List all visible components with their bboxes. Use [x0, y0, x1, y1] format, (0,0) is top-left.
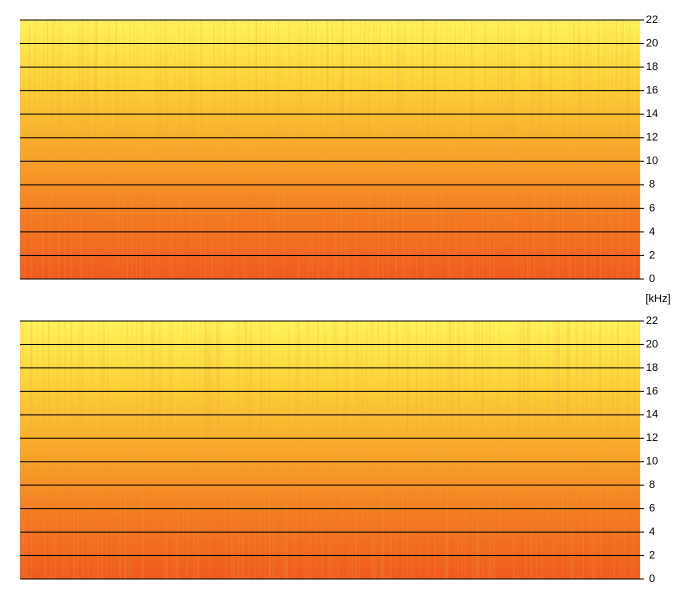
y-tick-label: 14: [646, 409, 658, 421]
spectrogram-texture: [20, 20, 640, 279]
y-tick-label: 18: [646, 362, 658, 374]
y-axis-unit: [kHz]: [645, 293, 670, 305]
y-tick-label: 10: [646, 456, 658, 468]
y-tick-label: 6: [649, 202, 655, 214]
y-tick-label: 0: [649, 273, 655, 285]
spectrogram-texture: [20, 321, 640, 579]
y-tick-label: 16: [646, 385, 658, 397]
y-tick-label: 22: [646, 14, 658, 26]
y-tick-label: 20: [646, 37, 658, 49]
y-tick-label: 4: [649, 526, 655, 538]
y-tick-label: 12: [646, 132, 658, 144]
y-tick-label: 8: [649, 479, 655, 491]
y-tick-label: 14: [646, 108, 658, 120]
y-tick-label: 22: [646, 315, 658, 327]
y-tick-label: 0: [649, 573, 655, 585]
y-tick-label: 2: [649, 549, 655, 561]
y-tick-label: 8: [649, 179, 655, 191]
y-tick-label: 10: [646, 155, 658, 167]
y-tick-label: 18: [646, 61, 658, 73]
y-tick-label: 16: [646, 85, 658, 97]
y-tick-label: 2: [649, 249, 655, 261]
y-tick-label: 20: [646, 338, 658, 350]
y-tick-label: 12: [646, 432, 658, 444]
y-tick-label: 6: [649, 503, 655, 515]
y-tick-label: 4: [649, 226, 655, 238]
